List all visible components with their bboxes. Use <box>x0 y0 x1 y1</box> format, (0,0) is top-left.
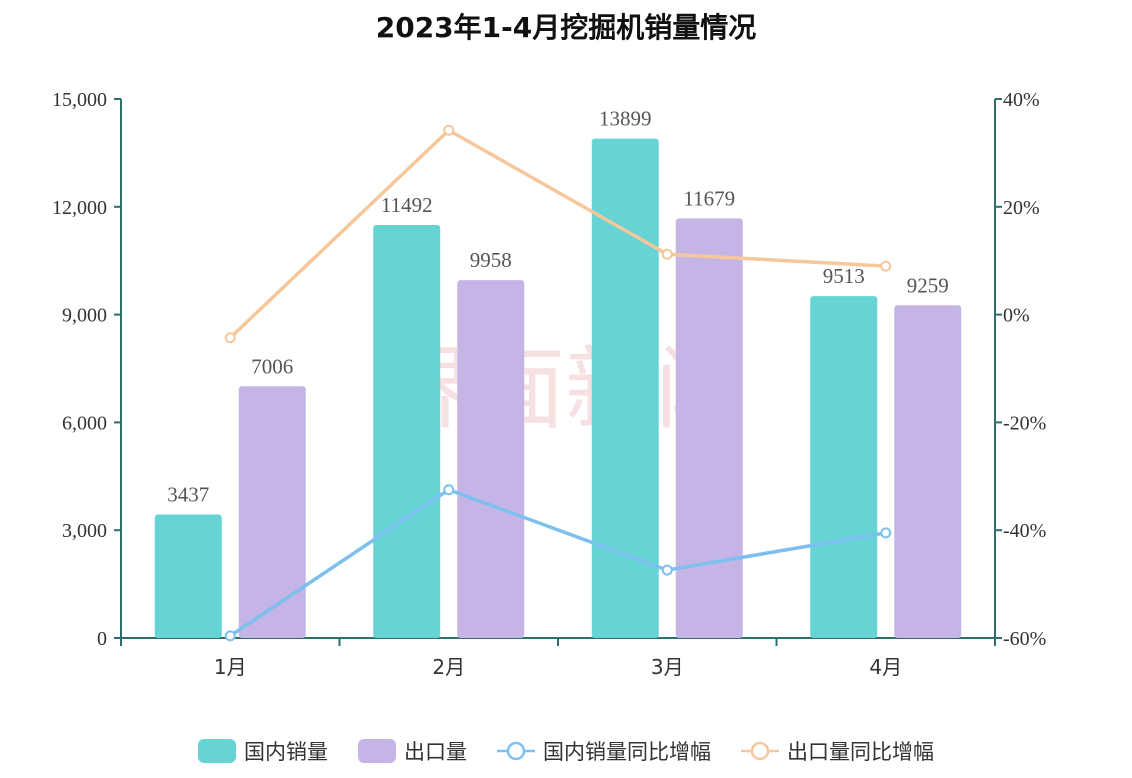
legend-swatch <box>358 739 396 763</box>
bar-export <box>894 305 962 638</box>
point-domestic-yoy <box>880 527 892 539</box>
legend-item[interactable]: 国内销量同比增幅 <box>497 736 711 766</box>
right-axis-tick-label: 0% <box>1003 305 1030 327</box>
line-export-yoy <box>229 128 886 340</box>
right-axis-tick-label: -20% <box>1003 412 1046 434</box>
legend-item[interactable]: 国内销量 <box>198 736 328 766</box>
bar-data-label: 9513 <box>823 264 865 288</box>
bar-domestic <box>154 514 222 638</box>
bar-data-label: 9958 <box>470 248 512 272</box>
left-axis-tick-label: 6,000 <box>62 412 107 434</box>
legend: 国内销量 出口量 国内销量同比增幅 出口量同比增幅 <box>0 736 1132 766</box>
legend-item[interactable]: 出口量 <box>358 736 467 766</box>
left-axis-tick-label: 3,000 <box>62 520 107 542</box>
bar-export <box>675 218 743 638</box>
right-axis-tick-label: 20% <box>1003 197 1040 219</box>
bar-domestic <box>373 225 441 638</box>
left-axis-tick-label: 15,000 <box>52 89 107 111</box>
left-axis-tick-label: 9,000 <box>62 305 107 327</box>
bar-export <box>238 386 306 638</box>
point-export-yoy <box>224 332 236 344</box>
bar-data-label: 3437 <box>167 482 209 506</box>
legend-label: 出口量同比增幅 <box>787 740 934 764</box>
right-axis-tick-label: -40% <box>1003 520 1046 542</box>
point-domestic-yoy <box>443 484 455 496</box>
bar-data-label: 11679 <box>683 186 735 210</box>
point-domestic-yoy <box>224 630 236 642</box>
legend-label: 国内销量 <box>244 740 328 764</box>
x-axis-tick-label: 3月 <box>651 655 684 679</box>
point-export-yoy <box>661 248 673 260</box>
left-axis-tick-label: 0 <box>97 628 107 650</box>
legend-label: 出口量 <box>404 740 467 764</box>
legend-swatch <box>497 741 535 761</box>
bar-export <box>457 280 525 638</box>
bar-data-label: 11492 <box>381 193 433 217</box>
point-domestic-yoy <box>661 564 673 576</box>
left-axis-tick-label: 12,000 <box>52 197 107 219</box>
legend-swatch <box>741 741 779 761</box>
x-axis-tick-label: 1月 <box>214 655 247 679</box>
line-domestic-yoy <box>229 488 887 638</box>
x-axis-tick-label: 4月 <box>869 655 902 679</box>
legend-item[interactable]: 出口量同比增幅 <box>741 736 934 766</box>
legend-label: 国内销量同比增幅 <box>543 740 711 764</box>
chart-title: 2023年1-4月挖掘机销量情况 <box>375 11 757 44</box>
legend-swatch <box>198 739 236 763</box>
x-axis-tick-label: 2月 <box>432 655 465 679</box>
right-axis-tick-label: 40% <box>1003 89 1040 111</box>
bar-data-label: 7006 <box>251 354 293 378</box>
bar-data-label: 9259 <box>907 273 949 297</box>
bar-domestic <box>591 138 659 638</box>
point-export-yoy <box>880 260 892 272</box>
bar-data-label: 13899 <box>599 107 652 131</box>
right-axis-tick-label: -60% <box>1003 628 1046 650</box>
point-export-yoy <box>443 124 455 136</box>
bar-domestic <box>810 296 878 638</box>
